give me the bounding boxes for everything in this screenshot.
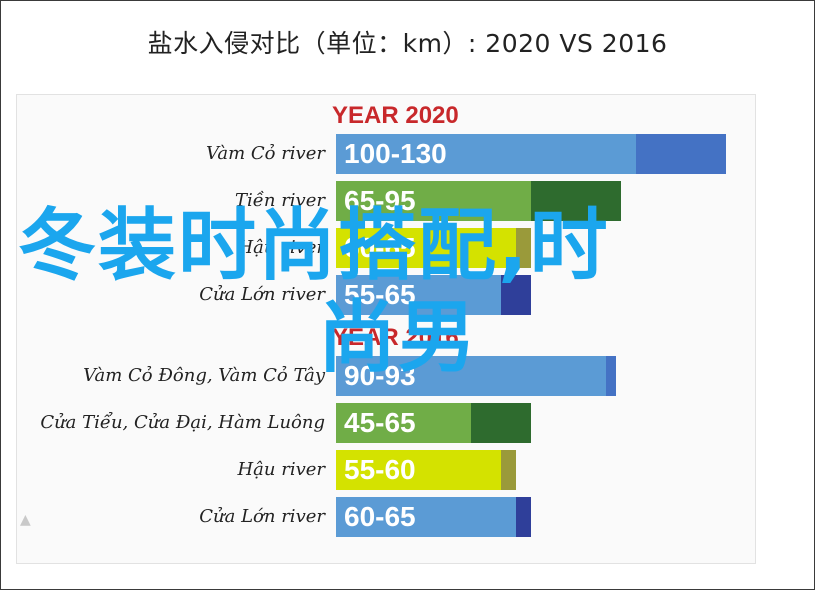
bar-range-segment [516,497,531,537]
bar-1-3: 60-65 [336,497,531,537]
row-label-1-3: Cửa Lớn river [199,506,325,527]
row-label-1-2: Hậu river [237,459,325,480]
bar-main-segment [336,275,501,315]
image-placeholder-icon: ▲ [20,512,31,528]
bar-value-label: 55-60 [344,454,416,485]
row-label-0-3: Cửa Lớn river [199,284,325,305]
bar-1-0: 90-93 [336,356,616,396]
bar-range-segment [471,403,531,443]
bar-range-segment [501,450,516,490]
overlay-watermark-text: 冬装时尚搭配,时 尚男 [18,200,798,384]
bar-value-label: 65-95 [344,185,416,216]
row-label-0-2: Hậu river [237,237,325,258]
bar-main-segment [336,228,516,268]
row-label-1-1: Cửa Tiểu, Cửa Đại, Hàm Luông [40,412,325,433]
bar-value-label: 45-65 [344,407,416,438]
bar-value-label: 90-93 [344,360,416,391]
bar-range-segment [516,228,531,268]
bar-1-1: 45-65 [336,403,531,443]
page-title: 盐水入侵对比（单位：km）: 2020 VS 2016 [147,29,668,58]
bar-main-segment [336,450,501,490]
bar-1-2: 55-60 [336,450,516,490]
bar-main-segment [336,181,531,221]
row-label-0-1: Tiền river [235,190,325,211]
bar-range-segment [501,275,531,315]
bar-0-0: 100-130 [336,134,726,174]
bar-range-segment [606,356,616,396]
row-label-0-0: Vàm Cỏ river [206,143,325,164]
bar-0-2: 60-65 [336,228,531,268]
bar-value-label: 60-65 [344,501,416,532]
bar-main-segment [336,403,471,443]
section-heading-1: YEAR 2016 [332,324,459,351]
section-heading-0: YEAR 2020 [332,102,459,129]
overlay-line-1: 冬装时尚搭配,时 [18,201,610,291]
bar-main-segment [336,356,606,396]
bar-main-segment [336,497,516,537]
bar-value-label: 100-130 [344,138,447,169]
bar-main-segment [336,134,636,174]
row-label-1-0: Vàm Cỏ Đông, Vàm Cỏ Tây [83,365,325,386]
bar-range-segment [531,181,621,221]
overlay-line-2: 尚男 [318,293,479,383]
bar-0-1: 65-95 [336,181,621,221]
bar-range-segment [636,134,726,174]
bar-value-label: 55-65 [344,279,416,310]
bar-value-label: 60-65 [344,232,416,263]
bar-0-3: 55-65 [336,275,531,315]
